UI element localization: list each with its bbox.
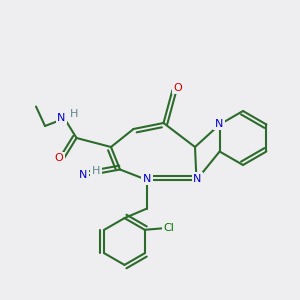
Text: Cl: Cl bbox=[163, 223, 174, 233]
Text: O: O bbox=[173, 82, 182, 93]
Text: N: N bbox=[215, 118, 223, 129]
Text: N: N bbox=[193, 173, 201, 184]
Text: H: H bbox=[70, 109, 78, 119]
Text: N: N bbox=[79, 170, 88, 180]
Text: N: N bbox=[143, 173, 151, 184]
Text: H: H bbox=[92, 166, 100, 176]
Text: O: O bbox=[55, 153, 64, 163]
Text: N: N bbox=[57, 112, 66, 123]
